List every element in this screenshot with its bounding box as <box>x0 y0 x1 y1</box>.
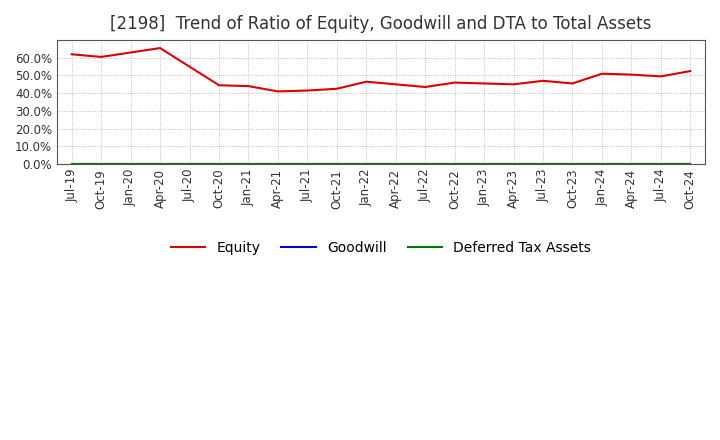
Deferred Tax Assets <box>509 161 518 167</box>
Deferred Tax Assets <box>480 161 488 167</box>
Goodwill <box>598 161 606 167</box>
Deferred Tax Assets <box>392 161 400 167</box>
Goodwill <box>215 161 223 167</box>
Equity <box>126 50 135 55</box>
Goodwill <box>362 161 371 167</box>
Deferred Tax Assets <box>303 161 312 167</box>
Deferred Tax Assets <box>126 161 135 167</box>
Deferred Tax Assets <box>450 161 459 167</box>
Goodwill <box>126 161 135 167</box>
Equity <box>244 84 253 89</box>
Deferred Tax Assets <box>598 161 606 167</box>
Goodwill <box>539 161 547 167</box>
Equity <box>509 82 518 87</box>
Equity <box>215 83 223 88</box>
Goodwill <box>68 161 76 167</box>
Deferred Tax Assets <box>627 161 636 167</box>
Equity <box>68 51 76 57</box>
Equity <box>686 69 695 74</box>
Goodwill <box>480 161 488 167</box>
Equity <box>97 54 106 59</box>
Deferred Tax Assets <box>657 161 665 167</box>
Goodwill <box>686 161 695 167</box>
Goodwill <box>568 161 577 167</box>
Goodwill <box>185 161 194 167</box>
Goodwill <box>421 161 430 167</box>
Deferred Tax Assets <box>362 161 371 167</box>
Deferred Tax Assets <box>215 161 223 167</box>
Equity <box>568 81 577 86</box>
Line: Equity: Equity <box>72 48 690 92</box>
Goodwill <box>156 161 164 167</box>
Deferred Tax Assets <box>568 161 577 167</box>
Deferred Tax Assets <box>185 161 194 167</box>
Equity <box>303 88 312 93</box>
Equity <box>362 79 371 84</box>
Equity <box>421 84 430 90</box>
Deferred Tax Assets <box>333 161 341 167</box>
Equity <box>185 64 194 69</box>
Equity <box>657 74 665 79</box>
Equity <box>392 82 400 87</box>
Equity <box>274 89 282 94</box>
Equity <box>598 71 606 77</box>
Equity <box>627 72 636 77</box>
Equity <box>333 86 341 92</box>
Goodwill <box>244 161 253 167</box>
Deferred Tax Assets <box>421 161 430 167</box>
Goodwill <box>450 161 459 167</box>
Deferred Tax Assets <box>97 161 106 167</box>
Deferred Tax Assets <box>68 161 76 167</box>
Deferred Tax Assets <box>539 161 547 167</box>
Goodwill <box>333 161 341 167</box>
Goodwill <box>392 161 400 167</box>
Goodwill <box>627 161 636 167</box>
Goodwill <box>509 161 518 167</box>
Deferred Tax Assets <box>244 161 253 167</box>
Goodwill <box>97 161 106 167</box>
Equity <box>156 45 164 51</box>
Goodwill <box>657 161 665 167</box>
Legend: Equity, Goodwill, Deferred Tax Assets: Equity, Goodwill, Deferred Tax Assets <box>165 235 597 260</box>
Deferred Tax Assets <box>274 161 282 167</box>
Goodwill <box>303 161 312 167</box>
Title: [2198]  Trend of Ratio of Equity, Goodwill and DTA to Total Assets: [2198] Trend of Ratio of Equity, Goodwil… <box>110 15 652 33</box>
Deferred Tax Assets <box>156 161 164 167</box>
Equity <box>450 80 459 85</box>
Equity <box>480 81 488 86</box>
Deferred Tax Assets <box>686 161 695 167</box>
Equity <box>539 78 547 84</box>
Goodwill <box>274 161 282 167</box>
